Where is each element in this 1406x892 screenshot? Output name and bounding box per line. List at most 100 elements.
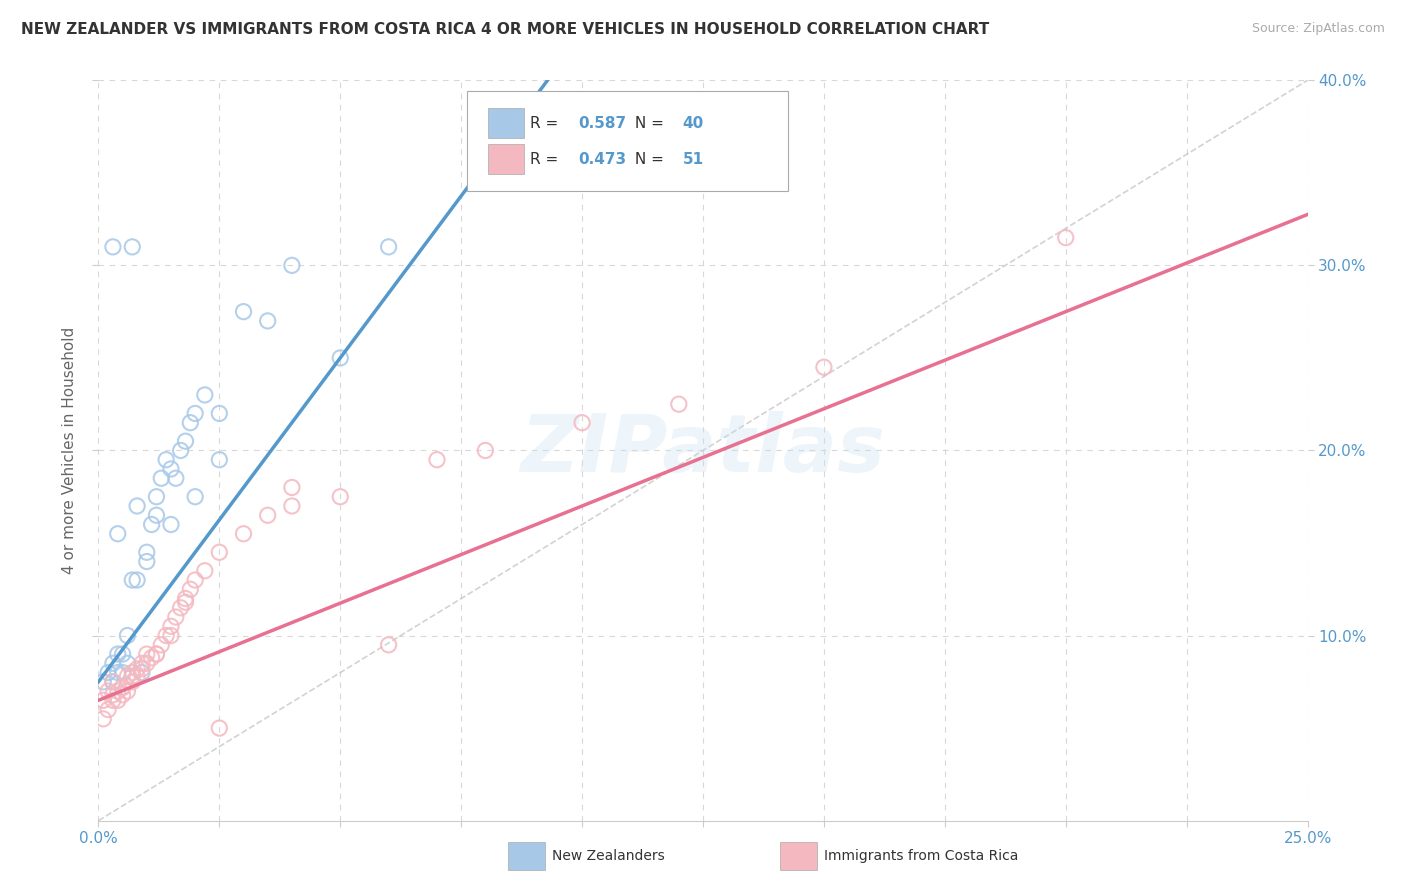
Point (91, 693, 114, 707)
Point (179, 582, 201, 597)
Point (111, 665, 134, 680)
Point (232, 526, 254, 541)
Point (150, 471, 173, 485)
Point (145, 647, 167, 661)
Point (121, 573, 143, 587)
Text: 40: 40 (682, 117, 703, 131)
Point (184, 573, 207, 587)
Text: Source: ZipAtlas.com: Source: ZipAtlas.com (1251, 22, 1385, 36)
Point (174, 595, 197, 609)
Text: N =: N = (630, 117, 669, 131)
Point (174, 591, 197, 606)
Point (101, 693, 124, 707)
Point (165, 471, 187, 485)
Point (329, 351, 352, 365)
Text: Immigrants from Costa Rica: Immigrants from Costa Rica (824, 849, 1018, 863)
Point (107, 684, 129, 698)
Point (141, 650, 163, 665)
Point (97, 703, 120, 717)
Point (131, 665, 153, 680)
FancyBboxPatch shape (780, 842, 817, 870)
Point (329, 490, 352, 504)
Point (426, 452, 449, 467)
Point (135, 554, 157, 569)
Point (281, 259, 304, 273)
Point (160, 628, 183, 642)
Point (121, 674, 143, 689)
Point (97, 684, 120, 698)
Point (668, 397, 690, 411)
Point (208, 545, 231, 559)
Point (145, 647, 167, 661)
Point (160, 462, 183, 476)
Point (256, 314, 278, 328)
Text: R =: R = (530, 117, 564, 131)
Point (474, 443, 496, 458)
Point (111, 681, 134, 695)
Text: 0.473: 0.473 (578, 152, 627, 167)
Point (160, 517, 183, 532)
Point (281, 481, 304, 495)
Text: 0.587: 0.587 (578, 117, 627, 131)
Point (194, 564, 217, 578)
Point (135, 657, 157, 671)
Point (107, 665, 129, 680)
Y-axis label: 4 or more Vehicles in Household: 4 or more Vehicles in Household (62, 326, 77, 574)
Point (121, 669, 143, 683)
Point (377, 240, 399, 254)
Point (145, 490, 167, 504)
Point (117, 657, 139, 671)
Point (107, 693, 129, 707)
Point (145, 508, 167, 523)
Point (208, 407, 231, 421)
Point (97, 665, 120, 680)
Point (208, 721, 231, 735)
Point (117, 684, 139, 698)
Point (91, 712, 114, 726)
Point (127, 499, 149, 513)
Point (184, 407, 207, 421)
Point (813, 360, 835, 375)
Point (127, 669, 149, 683)
Point (107, 647, 129, 661)
Point (101, 240, 124, 254)
Text: NEW ZEALANDER VS IMMIGRANTS FROM COSTA RICA 4 OR MORE VEHICLES IN HOUSEHOLD CORR: NEW ZEALANDER VS IMMIGRANTS FROM COSTA R… (21, 22, 990, 37)
Text: New Zealanders: New Zealanders (551, 849, 665, 863)
Point (160, 619, 183, 633)
Point (141, 517, 163, 532)
Point (117, 669, 139, 683)
Text: R =: R = (530, 152, 564, 167)
Text: 51: 51 (682, 152, 703, 167)
Point (184, 490, 207, 504)
Point (101, 674, 124, 689)
Point (179, 416, 201, 430)
Point (281, 499, 304, 513)
FancyBboxPatch shape (488, 144, 524, 174)
FancyBboxPatch shape (467, 91, 787, 191)
Point (169, 443, 191, 458)
Point (174, 434, 197, 449)
Point (194, 388, 217, 402)
Point (155, 452, 177, 467)
Point (232, 304, 254, 318)
Point (111, 681, 134, 695)
FancyBboxPatch shape (509, 842, 544, 870)
Point (117, 628, 139, 642)
Point (208, 452, 231, 467)
Point (165, 610, 187, 624)
Point (135, 647, 157, 661)
Point (91, 674, 114, 689)
Point (101, 674, 124, 689)
Point (111, 688, 134, 702)
Point (111, 647, 134, 661)
Text: ZIPatlas: ZIPatlas (520, 411, 886, 490)
FancyBboxPatch shape (488, 109, 524, 138)
Point (169, 600, 191, 615)
Point (131, 657, 153, 671)
Point (155, 628, 177, 642)
Point (377, 638, 399, 652)
Point (101, 688, 124, 702)
Point (121, 665, 143, 680)
Point (256, 508, 278, 523)
Point (1054, 230, 1077, 244)
